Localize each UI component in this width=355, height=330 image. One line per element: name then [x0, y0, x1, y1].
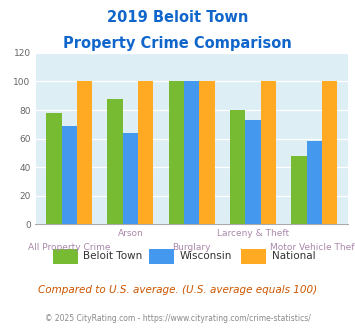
Text: Larceny & Theft: Larceny & Theft	[217, 229, 289, 238]
Bar	[138, 82, 153, 224]
Bar	[108, 99, 123, 224]
Text: National: National	[272, 251, 315, 261]
Text: Beloit Town: Beloit Town	[83, 251, 143, 261]
Bar	[307, 142, 322, 224]
Bar	[291, 156, 307, 224]
Text: Burglary: Burglary	[173, 243, 211, 251]
Text: Compared to U.S. average. (U.S. average equals 100): Compared to U.S. average. (U.S. average …	[38, 285, 317, 295]
Text: Motor Vehicle Theft: Motor Vehicle Theft	[270, 243, 355, 251]
Text: All Property Crime: All Property Crime	[28, 243, 110, 251]
Text: Property Crime Comparison: Property Crime Comparison	[63, 36, 292, 51]
Bar	[184, 82, 200, 224]
Text: 2019 Beloit Town: 2019 Beloit Town	[107, 10, 248, 25]
Text: Wisconsin: Wisconsin	[179, 251, 232, 261]
Bar	[230, 110, 245, 224]
Bar	[169, 82, 184, 224]
Text: © 2025 CityRating.com - https://www.cityrating.com/crime-statistics/: © 2025 CityRating.com - https://www.city…	[45, 314, 310, 323]
Bar	[261, 82, 276, 224]
Text: Arson: Arson	[118, 229, 143, 238]
Bar	[61, 126, 77, 224]
Bar	[200, 82, 215, 224]
Bar	[77, 82, 92, 224]
Bar	[245, 120, 261, 224]
Bar	[46, 113, 61, 224]
Bar	[322, 82, 337, 224]
Bar	[123, 133, 138, 224]
